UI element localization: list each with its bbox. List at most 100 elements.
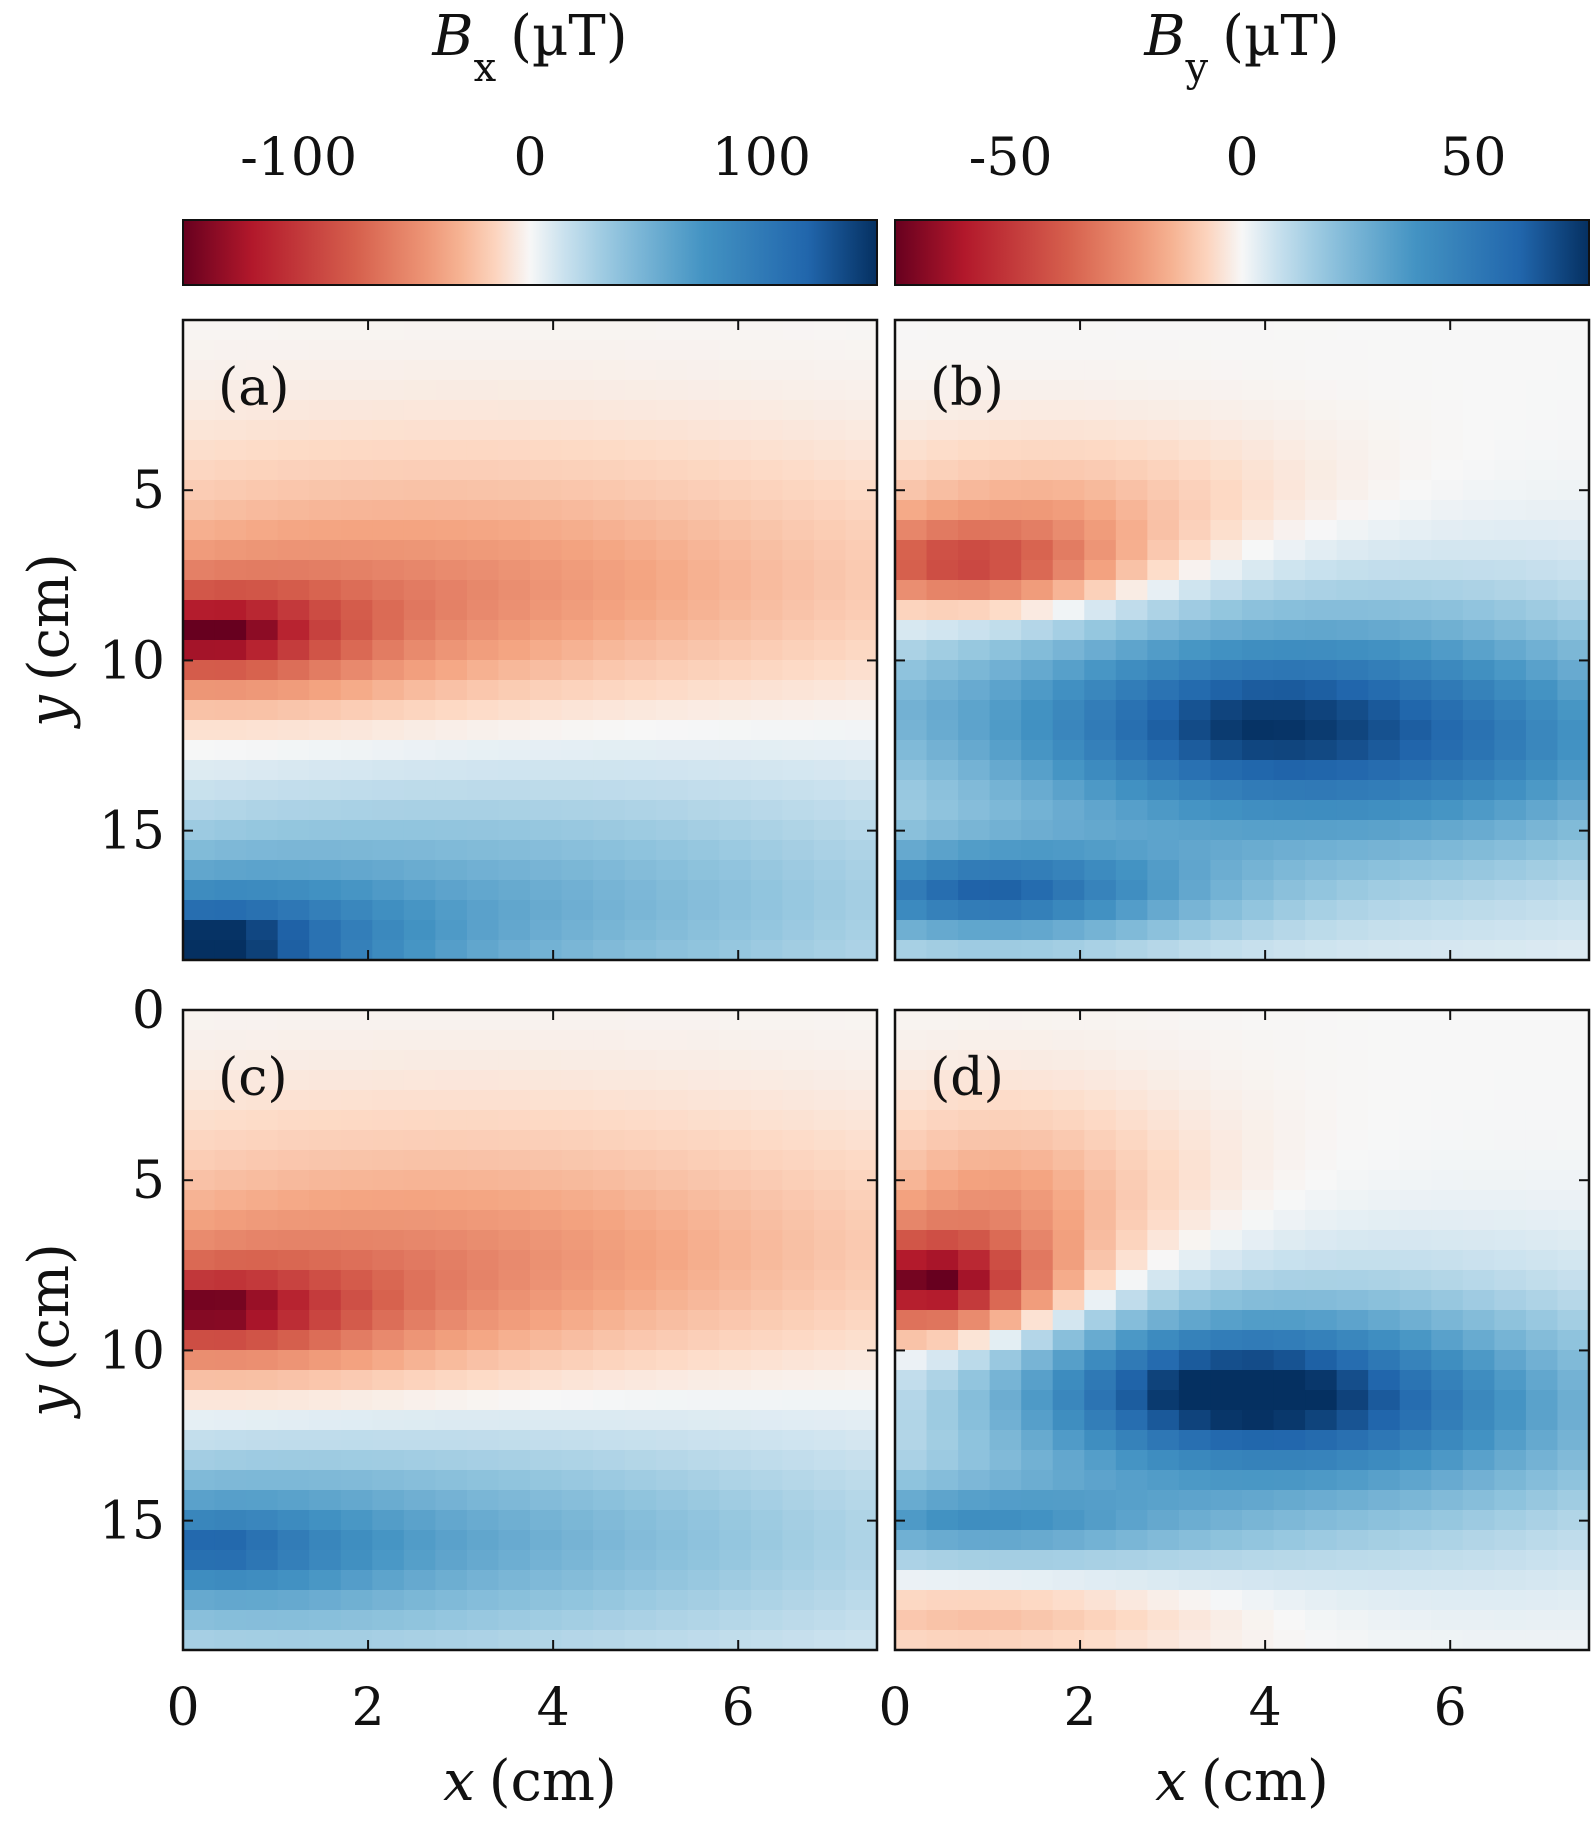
heatmap-cell: [624, 1230, 657, 1251]
heatmap-cell: [593, 760, 626, 781]
heatmap-cell: [561, 640, 594, 661]
heatmap-cell: [1305, 1630, 1338, 1651]
heatmap-cell: [719, 1430, 752, 1451]
heatmap-cell: [1368, 880, 1401, 901]
heatmap-cell: [530, 1210, 563, 1231]
heatmap-cell: [1084, 820, 1117, 841]
heatmap-cell: [1273, 1010, 1306, 1031]
heatmap-cell: [1525, 680, 1559, 701]
heatmap-cell: [1336, 1510, 1369, 1531]
heatmap-cell: [530, 800, 563, 821]
heatmap-cell: [309, 1150, 342, 1171]
heatmap-cell: [624, 1590, 657, 1611]
heatmap-cell: [1147, 1250, 1180, 1271]
heatmap-cell: [340, 320, 373, 341]
heatmap-cell: [435, 400, 468, 421]
heatmap-cell: [1084, 1310, 1117, 1331]
heatmap-cell: [813, 800, 847, 821]
heatmap-cell: [1368, 1310, 1401, 1331]
heatmap-cell: [1399, 1370, 1432, 1391]
heatmap-cell: [1462, 380, 1495, 401]
heatmap-cell: [403, 1550, 436, 1571]
heatmap-cell: [719, 1290, 752, 1311]
heatmap-cell: [1273, 1530, 1306, 1551]
heatmap-cell: [687, 1030, 720, 1051]
heatmap-cell: [530, 820, 563, 841]
heatmap-cell: [1399, 1570, 1432, 1591]
heatmap-cell: [1210, 660, 1243, 681]
heatmap-cell: [1494, 1150, 1527, 1171]
heatmap-cell: [246, 1310, 279, 1331]
heatmap-cell: [214, 840, 247, 861]
heatmap-cell: [1368, 560, 1401, 581]
heatmap-cell: [1305, 1550, 1338, 1571]
heatmap-cell: [895, 1170, 928, 1191]
heatmap-cell: [1273, 800, 1306, 821]
heatmap-cell: [340, 1110, 373, 1131]
heatmap-cell: [561, 440, 594, 461]
heatmap-cell: [1021, 600, 1054, 621]
heatmap-cell: [1242, 1350, 1275, 1371]
heatmap-cell: [561, 820, 594, 841]
heatmap-cell: [958, 720, 991, 741]
heatmap-cell: [214, 1230, 247, 1251]
heatmap-cell: [340, 520, 373, 541]
heatmap-cell: [1178, 1490, 1212, 1511]
heatmap-cell: [1115, 880, 1148, 901]
heatmap-cell: [1525, 1450, 1559, 1471]
heatmap-cell: [435, 740, 468, 761]
heatmap-cell: [750, 1110, 783, 1131]
heatmap-cell: [895, 1330, 928, 1351]
heatmap-cell: [246, 1210, 279, 1231]
heatmap-cell: [1462, 1070, 1495, 1091]
heatmap-cell: [926, 340, 959, 361]
heatmap-cell: [1305, 1030, 1338, 1051]
heatmap-cell: [687, 1330, 720, 1351]
heatmap-cell: [1462, 880, 1495, 901]
heatmap-cell: [435, 660, 468, 681]
heatmap-cell: [340, 360, 373, 381]
heatmap-cell: [1242, 1210, 1275, 1231]
heatmap-cell: [895, 1390, 928, 1411]
heatmap-cell: [277, 1570, 310, 1591]
heatmap-cell: [214, 1090, 247, 1111]
heatmap-cell: [1336, 1490, 1369, 1511]
heatmap-cell: [1494, 860, 1527, 881]
heatmap-cell: [340, 820, 373, 841]
heatmap-cell: [1273, 780, 1306, 801]
heatmap-cell: [1336, 340, 1369, 361]
heatmap-cell: [183, 480, 216, 501]
heatmap-cell: [372, 1070, 405, 1091]
heatmap-cell: [1147, 1570, 1180, 1591]
heatmap-cell: [1273, 1370, 1306, 1391]
heatmap-cell: [340, 660, 373, 681]
heatmap-cell: [183, 1010, 216, 1031]
heatmap-cell: [1084, 1470, 1117, 1491]
heatmap-cell: [1147, 1050, 1180, 1071]
heatmap-cell: [1084, 1370, 1117, 1391]
heatmap-cell: [1147, 920, 1180, 941]
heatmap-cell: [1431, 840, 1464, 861]
heatmap-cell: [926, 480, 959, 501]
heatmap-cell: [1115, 1610, 1148, 1631]
heatmap-cell: [687, 1530, 720, 1551]
heatmap-cell: [1147, 900, 1180, 921]
heatmap-cell: [1431, 940, 1464, 961]
heatmap-cell: [1557, 1570, 1590, 1591]
heatmap-cell: [593, 420, 626, 441]
heatmap-cell: [782, 580, 815, 601]
heatmap-cell: [782, 1510, 815, 1531]
heatmap-cell: [687, 1130, 720, 1151]
heatmap-cell: [782, 500, 815, 521]
heatmap-cell: [246, 680, 279, 701]
heatmap-cell: [1273, 1590, 1306, 1611]
heatmap-cell: [1368, 520, 1401, 541]
heatmap-cell: [687, 1490, 720, 1511]
heatmap-cell: [1242, 1630, 1275, 1651]
heatmap-cell: [1052, 620, 1085, 641]
heatmap-cell: [1557, 1150, 1590, 1171]
heatmap-cell: [989, 580, 1022, 601]
heatmap-cell: [958, 1550, 991, 1571]
heatmap-cell: [435, 1630, 468, 1651]
heatmap-cell: [1494, 720, 1527, 741]
